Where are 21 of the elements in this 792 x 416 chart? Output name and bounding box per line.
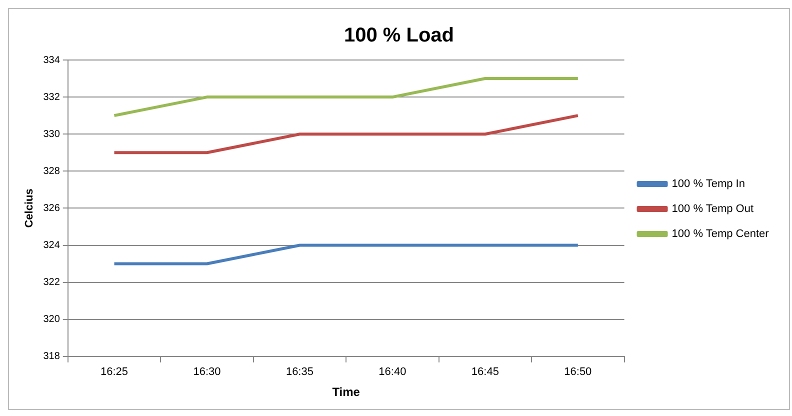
y-tick-label: 332: [43, 92, 60, 103]
y-tick-label: 326: [43, 202, 60, 214]
y-tick-label: 324: [43, 240, 60, 251]
x-axis-title: Time: [332, 385, 360, 400]
y-tick-label: 320: [43, 314, 60, 326]
x-tick-label: 16:30: [193, 366, 221, 378]
x-tick-label: 16:50: [564, 366, 592, 378]
legend-label: 100 % Temp In: [672, 178, 745, 190]
y-tick-label: 322: [43, 277, 60, 288]
y-tick-label: 328: [43, 166, 60, 177]
x-tick-label: 16:40: [378, 366, 406, 378]
y-axis-title: Celcius: [24, 188, 36, 228]
x-tick-label: 16:25: [100, 366, 128, 378]
chart-title: 100 % Load: [344, 24, 454, 47]
y-tick-label: 330: [43, 128, 60, 140]
x-tick-label: 16:35: [286, 366, 314, 378]
legend-label: 100 % Temp Out: [672, 203, 754, 216]
y-tick-label: 334: [43, 54, 60, 66]
y-tick-label: 318: [43, 351, 60, 362]
x-tick-label: 16:45: [471, 366, 499, 378]
legend-label: 100 % Temp Center: [672, 228, 770, 240]
